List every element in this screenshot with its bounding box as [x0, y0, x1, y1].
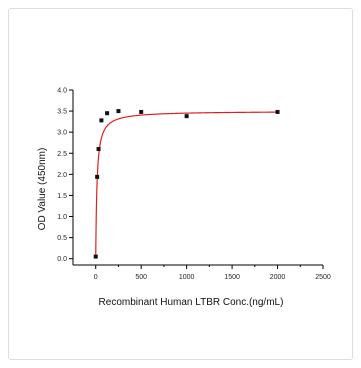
- y-tick-label: 3.0: [57, 130, 67, 137]
- y-tick-label: 3.5: [57, 109, 67, 116]
- data-point: [99, 118, 104, 123]
- x-tick-label: 2500: [315, 274, 331, 281]
- y-tick-label: 1.0: [57, 214, 67, 221]
- data-point: [93, 254, 98, 259]
- y-tick-label: 2.0: [57, 172, 67, 179]
- data-point: [105, 111, 110, 116]
- y-axis-title: OD Value (450nm): [37, 148, 48, 231]
- data-point: [95, 174, 100, 179]
- x-axis-title: Recombinant Human LTBR Conc.(ng/mL): [99, 297, 284, 308]
- y-tick-label: 0.5: [57, 235, 67, 242]
- data-point: [139, 109, 144, 114]
- data-point: [96, 147, 101, 152]
- x-tick-label: 1500: [224, 274, 240, 281]
- x-tick-label: 2000: [270, 274, 286, 281]
- x-tick-label: 1000: [179, 274, 195, 281]
- y-tick-label: 0.0: [57, 256, 67, 263]
- x-tick-label: 0: [94, 274, 98, 281]
- y-tick-label: 2.5: [57, 151, 67, 158]
- x-tick-label: 500: [135, 274, 147, 281]
- plot-area: 0 500 1000 1500 2000 2500 0.0 0.5 1.0 1.5 2.0 2.5 3.…: [57, 88, 331, 282]
- y-tick-label: 1.5: [57, 193, 67, 200]
- data-point: [184, 114, 189, 119]
- data-point: [116, 109, 121, 114]
- fit-curve: [95, 111, 278, 259]
- data-point: [275, 109, 280, 114]
- chart-card: [8, 8, 353, 360]
- y-tick-label: 4.0: [57, 88, 67, 95]
